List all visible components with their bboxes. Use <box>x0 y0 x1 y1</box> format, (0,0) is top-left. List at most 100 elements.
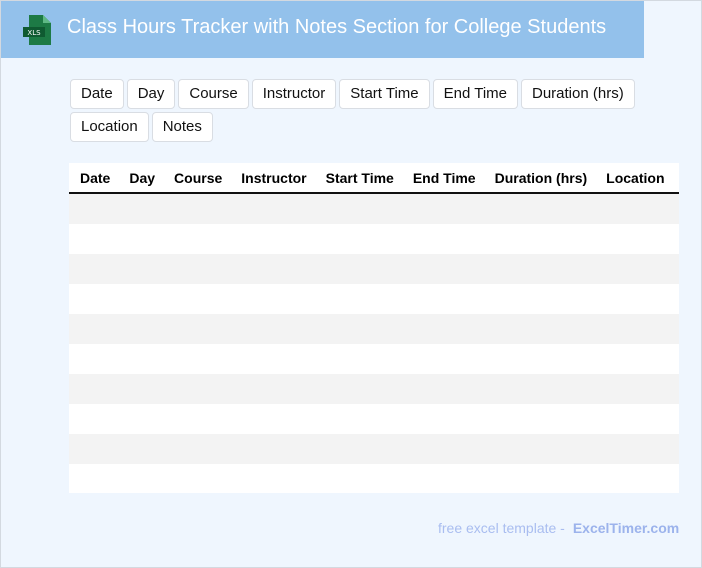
table-cell[interactable] <box>401 193 484 224</box>
table-cell[interactable] <box>672 254 679 284</box>
table-cell[interactable] <box>230 254 315 284</box>
table-cell[interactable] <box>230 224 315 254</box>
table-cell[interactable] <box>595 284 673 314</box>
table-cell[interactable] <box>163 464 231 493</box>
table-cell[interactable] <box>401 254 484 284</box>
table-cell[interactable] <box>483 464 596 493</box>
table-cell[interactable] <box>314 464 402 493</box>
table-cell[interactable] <box>118 464 164 493</box>
table-cell[interactable] <box>483 404 596 434</box>
table-cell[interactable] <box>230 284 315 314</box>
table-cell[interactable] <box>69 344 119 374</box>
table-cell[interactable] <box>595 464 673 493</box>
table-cell[interactable] <box>401 404 484 434</box>
table-cell[interactable] <box>69 434 119 464</box>
table-cell[interactable] <box>314 344 402 374</box>
table-cell[interactable] <box>69 464 119 493</box>
table-cell[interactable] <box>483 314 596 344</box>
column-chip[interactable]: Start Time <box>339 79 430 109</box>
table-cell[interactable] <box>401 224 484 254</box>
table-cell[interactable] <box>69 314 119 344</box>
table-cell[interactable] <box>163 434 231 464</box>
column-chip[interactable]: Day <box>126 79 176 109</box>
table-cell[interactable] <box>595 193 673 224</box>
table-cell[interactable] <box>314 404 402 434</box>
table-cell[interactable] <box>163 193 231 224</box>
table-cell[interactable] <box>401 464 484 493</box>
table-cell[interactable] <box>118 193 164 224</box>
table-cell[interactable] <box>163 404 231 434</box>
table-cell[interactable] <box>230 404 315 434</box>
column-chip[interactable]: Course <box>178 79 249 109</box>
table-cell[interactable] <box>118 254 164 284</box>
table-cell[interactable] <box>163 374 231 404</box>
table-cell[interactable] <box>401 284 484 314</box>
table-cell[interactable] <box>118 374 164 404</box>
table-cell[interactable] <box>230 464 315 493</box>
table-cell[interactable] <box>483 434 596 464</box>
table-cell[interactable] <box>314 224 402 254</box>
table-cell[interactable] <box>401 374 484 404</box>
table-cell[interactable] <box>163 254 231 284</box>
table-cell[interactable] <box>672 193 679 224</box>
column-chip[interactable]: Notes <box>151 112 213 142</box>
table-cell[interactable] <box>230 344 315 374</box>
table-cell[interactable] <box>118 224 164 254</box>
column-chip[interactable]: Location <box>70 112 149 142</box>
table-cell[interactable] <box>69 404 119 434</box>
table-cell[interactable] <box>230 374 315 404</box>
table-cell[interactable] <box>672 344 679 374</box>
table-cell[interactable] <box>230 193 315 224</box>
table-cell[interactable] <box>230 434 315 464</box>
column-chip[interactable]: End Time <box>432 79 518 109</box>
table-cell[interactable] <box>672 434 679 464</box>
footer-brand-link[interactable]: ExcelTimer.com <box>572 520 680 536</box>
table-cell[interactable] <box>483 193 596 224</box>
table-cell[interactable] <box>595 224 673 254</box>
table-cell[interactable] <box>314 434 402 464</box>
table-cell[interactable] <box>672 404 679 434</box>
table-cell[interactable] <box>314 284 402 314</box>
table-cell[interactable] <box>118 404 164 434</box>
table-cell[interactable] <box>69 254 119 284</box>
table-cell[interactable] <box>595 344 673 374</box>
table-cell[interactable] <box>595 434 673 464</box>
table-cell[interactable] <box>69 193 119 224</box>
table-cell[interactable] <box>483 344 596 374</box>
table-cell[interactable] <box>401 434 484 464</box>
table-cell[interactable] <box>163 344 231 374</box>
table-cell[interactable] <box>483 284 596 314</box>
table-cell[interactable] <box>401 344 484 374</box>
table-cell[interactable] <box>314 254 402 284</box>
table-cell[interactable] <box>118 284 164 314</box>
table-cell[interactable] <box>69 374 119 404</box>
table-cell[interactable] <box>163 314 231 344</box>
table-cell[interactable] <box>118 314 164 344</box>
table-cell[interactable] <box>672 314 679 344</box>
table-cell[interactable] <box>163 224 231 254</box>
table-cell[interactable] <box>483 224 596 254</box>
table-cell[interactable] <box>595 254 673 284</box>
table-cell[interactable] <box>672 284 679 314</box>
table-cell[interactable] <box>595 314 673 344</box>
table-cell[interactable] <box>118 434 164 464</box>
table-cell[interactable] <box>401 314 484 344</box>
table-cell[interactable] <box>483 254 596 284</box>
table-cell[interactable] <box>230 314 315 344</box>
table-cell[interactable] <box>314 314 402 344</box>
table-cell[interactable] <box>314 374 402 404</box>
table-cell[interactable] <box>595 404 673 434</box>
table-cell[interactable] <box>672 374 679 404</box>
table-cell[interactable] <box>163 284 231 314</box>
table-cell[interactable] <box>483 374 596 404</box>
table-cell[interactable] <box>595 374 673 404</box>
table-cell[interactable] <box>118 344 164 374</box>
table-cell[interactable] <box>672 224 679 254</box>
column-chip[interactable]: Instructor <box>251 79 337 109</box>
table-cell[interactable] <box>672 464 679 493</box>
column-chip[interactable]: Date <box>70 79 124 109</box>
table-cell[interactable] <box>69 284 119 314</box>
column-chip[interactable]: Duration (hrs) <box>521 79 635 109</box>
table-cell[interactable] <box>314 193 402 224</box>
table-cell[interactable] <box>69 224 119 254</box>
